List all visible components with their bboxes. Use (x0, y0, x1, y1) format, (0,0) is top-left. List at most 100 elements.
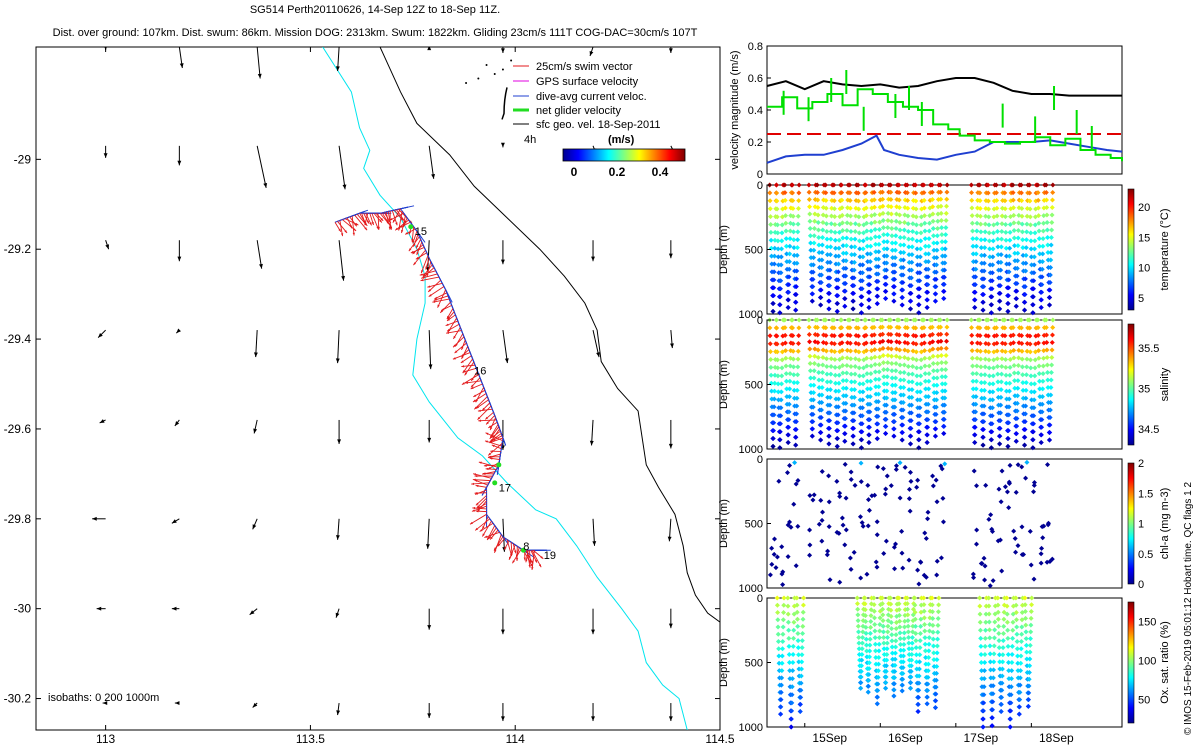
ox-sample-point (1007, 716, 1013, 722)
sal-sample-point (1018, 317, 1024, 323)
sal-sample-point (897, 347, 903, 353)
sal-sample-point (834, 443, 840, 449)
sal-sample-point (938, 338, 944, 344)
temp-sample-point (774, 206, 780, 212)
temp-sample-point (979, 260, 985, 266)
chla-sample-point (1031, 479, 1037, 485)
swim-vector (484, 440, 502, 447)
sal-sample-point (1011, 362, 1017, 368)
sal-sample-point (871, 324, 877, 330)
temp-sample-point (906, 244, 912, 250)
sal-sample-point (833, 388, 839, 394)
ox-sample-point (1004, 595, 1010, 601)
swim-vector (408, 236, 420, 252)
temp-sample-point (1043, 182, 1049, 188)
chla-sample-point (1045, 522, 1051, 528)
chla-sample-point (827, 577, 833, 583)
temp-sample-point (880, 196, 886, 202)
temp-sample-point (1023, 245, 1029, 251)
temp-sample-point (905, 228, 911, 234)
temp-sample-point (906, 252, 912, 258)
ox-sample-point (778, 682, 784, 688)
sal-sample-point (931, 375, 937, 381)
swim-vector-head (344, 230, 348, 233)
day-label: 15 (415, 226, 427, 238)
sal-sample-point (775, 381, 781, 387)
sal-sample-point (994, 340, 1000, 346)
sal-sample-point (767, 333, 773, 339)
ox-sample-point (888, 601, 894, 607)
geo-velocity-arrow (256, 47, 261, 79)
temp-sample-point (990, 246, 996, 252)
temp-sample-point (942, 239, 948, 245)
geo-velocity-arrow-head (105, 244, 110, 250)
sal-sample-point (1003, 380, 1009, 386)
temp-sample-point (1015, 235, 1021, 241)
sal-sample-point (1007, 380, 1013, 386)
sal-sample-point (916, 429, 922, 435)
ox-sample-point (786, 627, 792, 633)
dac-vector (414, 228, 426, 243)
sal-sample-point (839, 332, 845, 338)
chl-colorbar-tick: 0.5 (1138, 549, 1153, 561)
temp-sample-point (873, 249, 879, 255)
sal-sample-point (789, 317, 795, 323)
temp-sample-point (828, 228, 834, 234)
temp-sample-point (1048, 264, 1054, 270)
ox-sample-point (890, 656, 896, 662)
sal-sample-point (900, 392, 906, 398)
sal-sample-point (815, 354, 821, 360)
ox-sample-point (922, 641, 928, 647)
ox-sample-point (980, 716, 986, 722)
geo-velocity-arrow-head (257, 73, 262, 79)
temp-sample-point (914, 254, 920, 260)
sal-sample-point (867, 409, 873, 415)
temp-sample-point (794, 260, 800, 266)
chla-sample-point (1031, 576, 1037, 582)
sal-sample-point (900, 407, 906, 413)
temp-sample-point (900, 287, 906, 293)
sal-sample-point (1040, 371, 1046, 377)
temp-sample-point (795, 229, 801, 235)
ox-sample-point (859, 640, 865, 646)
sal-sample-point (974, 348, 980, 354)
island-dot (477, 77, 480, 80)
sal-sample-point (1049, 339, 1055, 345)
temp-sample-point (933, 269, 939, 275)
geo-velocity-arrow (338, 240, 345, 281)
temp-sample-point (980, 291, 986, 297)
temp-sample-point (1020, 237, 1026, 243)
ox-sample-point (859, 646, 865, 652)
sal-sample-point (938, 345, 944, 351)
ox-sample-point (867, 648, 873, 654)
temp-sample-point (1006, 261, 1012, 267)
sal-sample-point (841, 393, 847, 399)
chla-sample-point (1019, 524, 1025, 530)
temp-sample-point (998, 259, 1004, 265)
sal-sample-point (993, 317, 999, 323)
net-glider-mark (492, 480, 498, 486)
sal-sample-point (1019, 356, 1025, 362)
sal-sample-point (944, 331, 950, 337)
ox-sample-point (879, 601, 885, 607)
temp-sample-point (980, 307, 986, 313)
ox-sample-point (999, 694, 1005, 700)
ox-sample-point (799, 652, 805, 658)
sal-sample-point (873, 384, 879, 390)
sal-sample-point (860, 381, 866, 387)
sal-sample-point (889, 361, 895, 367)
temp-sample-point (851, 290, 857, 296)
ox-sample-point (1001, 609, 1007, 615)
temp-sample-point (981, 260, 987, 266)
sal-sample-point (914, 381, 920, 387)
sal-sample-point (790, 348, 796, 354)
ox-sample-point (1014, 617, 1020, 623)
sal-sample-point (874, 436, 880, 442)
sal-sample-point (794, 403, 800, 409)
ox-sample-point (908, 668, 914, 674)
temp-sample-point (859, 270, 865, 276)
sal-sample-point (772, 388, 778, 394)
temp-sample-point (851, 283, 857, 289)
colorbar-tick-1: 0.2 (609, 165, 626, 179)
